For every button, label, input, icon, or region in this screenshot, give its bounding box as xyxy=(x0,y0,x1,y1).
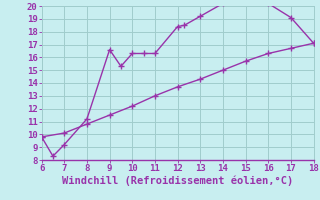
X-axis label: Windchill (Refroidissement éolien,°C): Windchill (Refroidissement éolien,°C) xyxy=(62,176,293,186)
